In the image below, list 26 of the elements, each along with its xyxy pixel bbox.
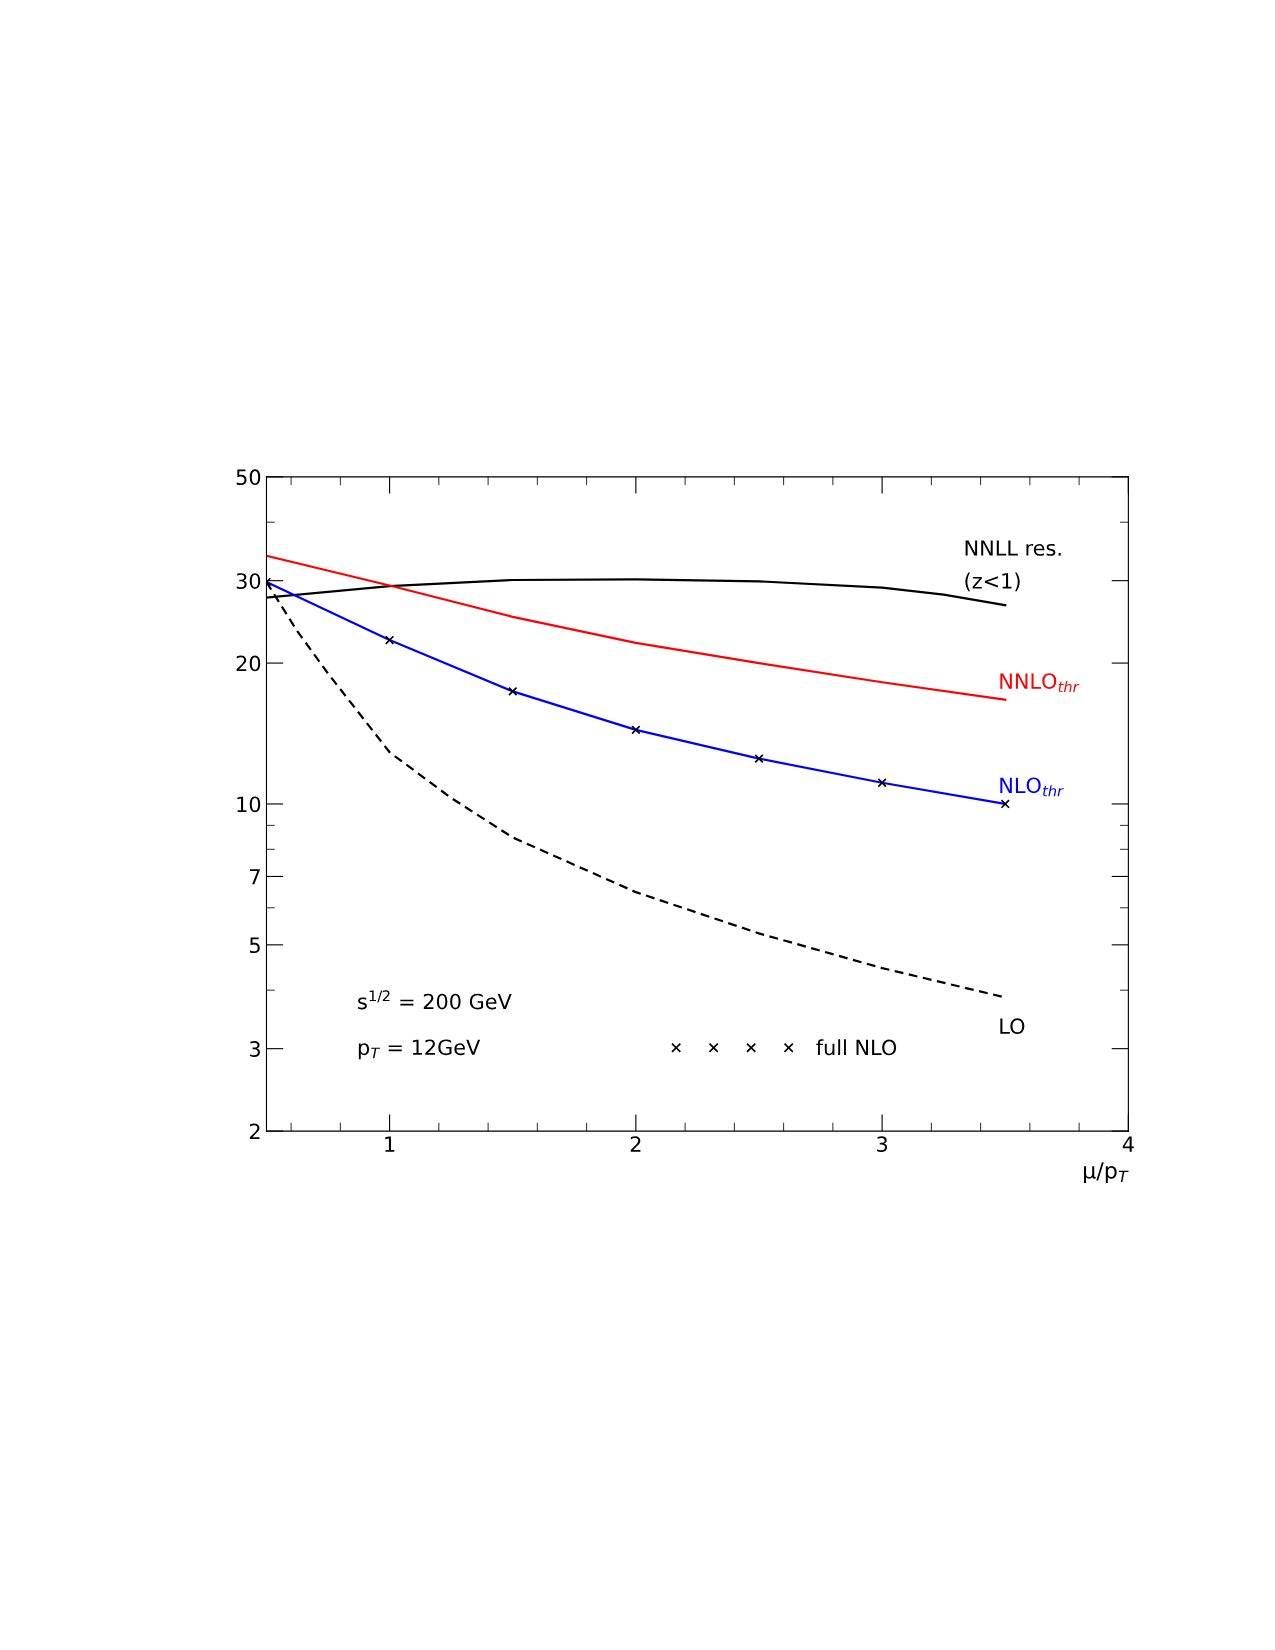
x-tick-label: 2: [630, 1136, 641, 1152]
series-label: NNLO$_{thr}$: [1000, 673, 1080, 693]
x-tick-label: 1: [385, 1136, 395, 1152]
y-tick-label: 5: [249, 937, 260, 954]
point: [631, 725, 641, 735]
point: [508, 686, 518, 697]
y-tick-label: 50: [236, 469, 261, 486]
series-label: NLO$_{thr}$: [1000, 777, 1064, 797]
point: [754, 753, 764, 764]
point: [1000, 799, 1010, 809]
y-tick-label: 7: [250, 869, 260, 885]
series-label: NNLL res. (z<1): [965, 540, 1061, 592]
x-tick-label: 4: [1122, 1136, 1134, 1152]
y-tick-label: 20: [236, 655, 261, 672]
y-tick-label: 2: [249, 1123, 260, 1139]
legend-label: full NLO: [816, 1039, 897, 1056]
annotation: s$^{1/2}$ = 200 GeV: [358, 990, 512, 1010]
point: [877, 778, 887, 788]
y-tick-label: 30: [236, 573, 261, 589]
y-tick-label: 10: [237, 796, 261, 813]
x-tick-label: 3: [877, 1136, 888, 1153]
point: [384, 635, 395, 645]
y-tick-label: 3: [249, 1041, 260, 1057]
x-axis-title: μ/p$_{T}$: [1084, 1162, 1129, 1184]
annotation: p$_{T}$ = 12GeV: [358, 1039, 481, 1060]
series-label: LO: [1000, 1018, 1025, 1035]
